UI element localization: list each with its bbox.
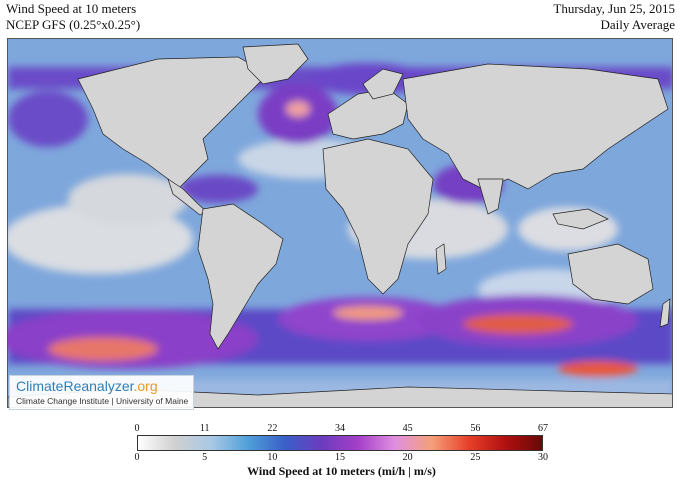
mph-tick-22: 22 xyxy=(267,423,278,434)
ms-tick-30: 30 xyxy=(538,452,548,463)
ms-tick-20: 20 xyxy=(402,452,413,463)
logo-name: ClimateReanalyzer.org xyxy=(16,378,158,394)
ms-tick-25: 25 xyxy=(470,452,481,463)
mph-tick-45: 45 xyxy=(402,423,413,434)
average-label: Daily Average xyxy=(600,17,675,32)
ms-tick-0: 0 xyxy=(134,452,140,463)
mph-tick-67: 67 xyxy=(538,423,548,434)
mph-tick-34: 34 xyxy=(335,423,345,434)
map-title: Wind Speed at 10 meters xyxy=(6,1,137,16)
colorbar xyxy=(137,435,543,451)
wind-speed-map xyxy=(7,38,673,408)
ms-tick-15: 15 xyxy=(335,452,345,463)
colorbar-label: Wind Speed at 10 meters (mi/h | m/s) xyxy=(247,464,436,478)
mph-tick-11: 11 xyxy=(199,423,210,434)
logo-subtitle: Climate Change Institute | University of… xyxy=(16,396,189,406)
climate-reanalyzer-logo: ClimateReanalyzer.org Climate Change Ins… xyxy=(9,375,194,410)
model-subtitle: NCEP GFS (0.25°x0.25°) xyxy=(6,17,141,32)
ms-tick-10: 10 xyxy=(267,452,278,463)
mph-tick-0: 0 xyxy=(134,423,140,434)
mph-tick-56: 56 xyxy=(470,423,481,434)
map-canvas xyxy=(8,39,672,407)
colorbar-legend: 0 11 22 34 45 56 67 0 5 10 15 20 25 30 Wind Speed at… xyxy=(0,420,683,488)
date-label: Thursday, Jun 25, 2015 xyxy=(553,1,675,16)
ms-tick-5: 5 xyxy=(202,452,208,463)
